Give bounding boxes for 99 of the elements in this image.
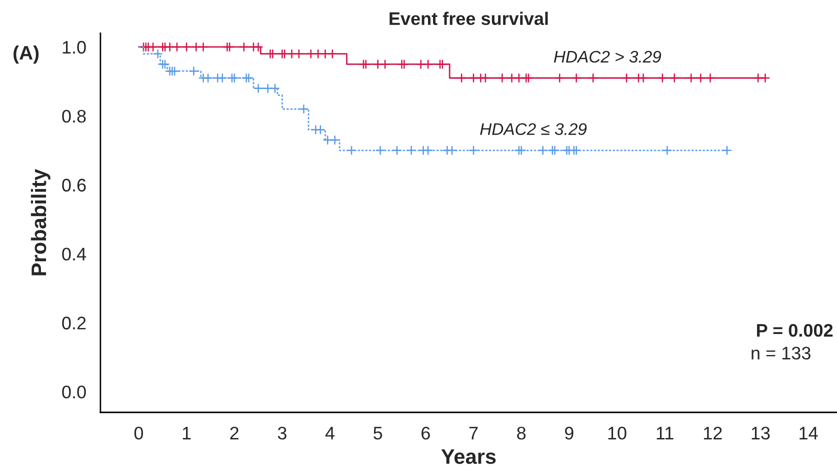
point — [372, 59, 383, 70]
x-tick-label: 14 — [800, 426, 818, 440]
point — [170, 66, 180, 76]
point — [188, 66, 199, 76]
point — [327, 48, 338, 59]
point — [286, 48, 297, 59]
point — [554, 72, 565, 84]
point — [198, 42, 208, 52]
point — [392, 145, 402, 156]
point — [588, 72, 598, 84]
point — [322, 135, 333, 146]
point — [375, 145, 386, 156]
point — [298, 104, 309, 114]
point — [468, 72, 479, 84]
point — [638, 72, 648, 84]
y-tick-label: 0.0 — [62, 386, 86, 398]
x-tick-label: 10 — [608, 426, 626, 440]
series-label: HDAC2 ≤ 3.29 — [480, 123, 587, 136]
point — [516, 145, 526, 156]
point — [506, 72, 517, 84]
point — [468, 145, 479, 156]
series-label: HDAC2 > 3.29 — [554, 50, 662, 63]
point — [514, 72, 524, 84]
point — [164, 42, 175, 52]
x-tick-label: 6 — [422, 426, 430, 440]
point — [182, 42, 192, 52]
point — [380, 59, 390, 70]
point — [696, 72, 706, 84]
point — [571, 72, 582, 84]
point — [320, 48, 330, 59]
y-tick-label: 0.8 — [62, 110, 86, 123]
point — [480, 72, 490, 84]
point — [657, 72, 668, 84]
y-tick-label: 1.0 — [62, 40, 86, 54]
point — [662, 145, 672, 156]
point — [152, 48, 163, 59]
point — [253, 42, 264, 52]
point — [722, 145, 732, 156]
point — [238, 42, 249, 52]
text: (A) — [14, 45, 39, 64]
point — [172, 42, 182, 52]
y-axis-title: Probability — [30, 169, 50, 276]
x-axis-title: Years — [441, 449, 496, 464]
point — [270, 83, 280, 94]
chart-title: Event free survival — [390, 12, 548, 26]
point — [456, 72, 467, 84]
point — [346, 145, 357, 156]
point — [538, 145, 548, 156]
point — [406, 145, 416, 156]
x-tick-label: 8 — [517, 426, 526, 440]
point — [753, 72, 764, 84]
x-tick-label: 7 — [469, 426, 478, 440]
point — [306, 48, 316, 59]
point — [705, 72, 716, 84]
x-tick-label: 1 — [182, 426, 191, 440]
point — [191, 42, 202, 52]
point — [294, 48, 304, 59]
x-tick-label: 0 — [134, 426, 144, 440]
point — [313, 48, 324, 59]
x-tick-label: 13 — [752, 426, 770, 440]
point — [360, 59, 371, 70]
point — [446, 145, 457, 156]
point — [571, 145, 582, 156]
point — [244, 72, 254, 84]
point — [160, 59, 170, 70]
annotation: n = 133 — [752, 346, 810, 360]
point — [148, 42, 158, 52]
point — [669, 72, 680, 84]
point — [217, 72, 228, 84]
point — [760, 72, 770, 84]
point — [203, 72, 214, 84]
point — [224, 42, 235, 52]
y-tick-label: 0.6 — [62, 178, 86, 192]
annotation: P = 0.002 — [757, 324, 833, 337]
point — [523, 72, 534, 84]
x-tick-label: 4 — [325, 426, 335, 440]
y-tick-label: 0.4 — [62, 248, 86, 261]
x-tick-label: 2 — [230, 426, 238, 440]
point — [253, 83, 264, 94]
y-tick-label: 0.2 — [62, 316, 86, 330]
point — [622, 72, 632, 84]
x-tick-label: 11 — [656, 426, 674, 440]
point — [268, 48, 278, 59]
point — [416, 59, 426, 70]
point — [423, 145, 434, 156]
point — [399, 59, 410, 70]
point — [330, 135, 340, 146]
point — [262, 83, 273, 94]
point — [497, 72, 508, 84]
x-tick-label: 5 — [374, 426, 382, 440]
point — [550, 145, 560, 156]
point — [686, 72, 696, 84]
x-tick-label: 12 — [704, 426, 722, 440]
point — [315, 124, 326, 135]
point — [280, 48, 290, 59]
point — [423, 59, 434, 70]
point — [229, 72, 240, 84]
x-tick-label: 3 — [278, 426, 286, 440]
x-tick-label: 9 — [564, 426, 574, 440]
